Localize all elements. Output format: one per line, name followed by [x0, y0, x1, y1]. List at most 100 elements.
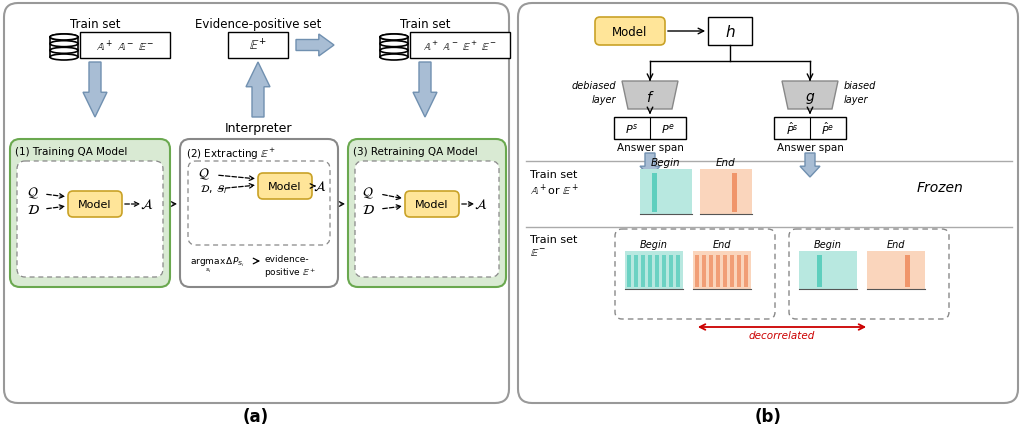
Text: Train set: Train set — [530, 234, 578, 245]
Text: $\mathcal{A}$: $\mathcal{A}$ — [140, 198, 154, 211]
FancyBboxPatch shape — [4, 4, 509, 403]
Bar — [905, 256, 910, 287]
FancyBboxPatch shape — [518, 4, 1018, 403]
Text: End: End — [713, 239, 731, 249]
Text: Train set: Train set — [399, 18, 451, 31]
Text: (a): (a) — [243, 407, 269, 425]
Bar — [652, 173, 657, 213]
Text: $\mathcal{Q}$: $\mathcal{Q}$ — [27, 185, 39, 200]
FancyBboxPatch shape — [615, 230, 775, 319]
Text: $\hat{P}^e$: $\hat{P}^e$ — [821, 121, 835, 137]
Bar — [799, 251, 857, 289]
FancyBboxPatch shape — [180, 140, 338, 287]
FancyBboxPatch shape — [68, 192, 122, 218]
Bar — [737, 256, 741, 287]
Text: Model: Model — [268, 181, 302, 192]
FancyBboxPatch shape — [348, 140, 506, 287]
FancyBboxPatch shape — [406, 192, 459, 218]
Bar — [676, 256, 680, 287]
FancyBboxPatch shape — [10, 140, 170, 287]
Text: $\mathcal{D}$: $\mathcal{D}$ — [27, 202, 40, 216]
Polygon shape — [413, 63, 437, 118]
Text: $P^s$: $P^s$ — [626, 122, 639, 136]
Bar — [702, 256, 706, 287]
Text: $\mathcal{A}$: $\mathcal{A}$ — [474, 198, 487, 211]
Bar — [867, 251, 925, 289]
Text: Answer span: Answer span — [776, 143, 844, 153]
Text: $\mathcal{D}$: $\mathcal{D}$ — [361, 202, 375, 216]
FancyBboxPatch shape — [355, 161, 499, 277]
Text: Model: Model — [612, 26, 648, 38]
Polygon shape — [640, 154, 660, 178]
Bar — [774, 118, 846, 140]
Bar — [817, 256, 822, 287]
Bar — [744, 256, 748, 287]
Bar — [627, 256, 631, 287]
Polygon shape — [622, 82, 678, 110]
Bar — [228, 33, 288, 59]
Text: $\underset{s_i}{\mathrm{argmax}}\,\Delta P_{S_i}$: $\underset{s_i}{\mathrm{argmax}}\,\Delta… — [190, 256, 245, 275]
FancyBboxPatch shape — [258, 173, 312, 199]
Ellipse shape — [380, 35, 408, 41]
Bar — [634, 256, 638, 287]
Polygon shape — [800, 154, 820, 178]
Bar — [80, 33, 170, 59]
Bar — [640, 170, 692, 215]
Text: $\mathcal{D},\ \mathcal{S}_i$: $\mathcal{D},\ \mathcal{S}_i$ — [200, 183, 227, 196]
FancyBboxPatch shape — [790, 230, 949, 319]
Ellipse shape — [380, 55, 408, 61]
Text: decorrelated: decorrelated — [749, 330, 815, 340]
Text: $\mathcal{Q}$: $\mathcal{Q}$ — [362, 185, 374, 200]
Bar — [662, 256, 666, 287]
Bar — [700, 170, 752, 215]
Text: $\mathbb{A}^+\ \mathbb{A}^-\ \mathbb{E}^+\ \mathbb{E}^-$: $\mathbb{A}^+\ \mathbb{A}^-\ \mathbb{E}^… — [423, 39, 497, 52]
Text: Train set: Train set — [70, 18, 120, 31]
Bar — [693, 251, 751, 289]
Bar — [716, 256, 720, 287]
Text: End: End — [716, 158, 736, 167]
Bar — [723, 256, 727, 287]
Text: $\mathbb{E}^+$: $\mathbb{E}^+$ — [249, 38, 267, 54]
Bar — [641, 256, 645, 287]
Text: $\mathbb{E}^-$: $\mathbb{E}^-$ — [530, 248, 547, 259]
Text: Frozen: Frozen — [916, 181, 964, 195]
Text: Begin: Begin — [814, 239, 842, 249]
Text: $\mathbb{A}^+$or $\mathbb{E}^+$: $\mathbb{A}^+$or $\mathbb{E}^+$ — [530, 183, 579, 198]
Bar — [695, 256, 699, 287]
Bar — [730, 256, 734, 287]
Ellipse shape — [50, 55, 78, 61]
Ellipse shape — [50, 35, 78, 41]
Text: Model: Model — [78, 199, 112, 210]
FancyBboxPatch shape — [17, 161, 163, 277]
Text: Begin: Begin — [640, 239, 668, 249]
Text: $\mathcal{Q}$: $\mathcal{Q}$ — [198, 166, 210, 181]
Text: $\mathbb{A}^+\ \mathbb{A}^-\ \mathbb{E}^-$: $\mathbb{A}^+\ \mathbb{A}^-\ \mathbb{E}^… — [96, 38, 155, 54]
Bar — [410, 33, 510, 59]
Text: Evidence-positive set: Evidence-positive set — [195, 18, 322, 31]
Text: $h$: $h$ — [725, 24, 735, 40]
Text: (b): (b) — [755, 407, 781, 425]
Text: Interpreter: Interpreter — [224, 122, 292, 135]
Text: evidence-: evidence- — [264, 254, 308, 263]
Bar — [50, 38, 78, 58]
Text: Model: Model — [416, 199, 449, 210]
Text: debiased
layer: debiased layer — [571, 81, 616, 104]
Polygon shape — [296, 35, 334, 57]
Bar — [655, 256, 659, 287]
Bar — [708, 18, 752, 46]
Polygon shape — [83, 63, 106, 118]
FancyBboxPatch shape — [188, 161, 330, 245]
Bar — [380, 38, 408, 58]
Text: Begin: Begin — [651, 158, 681, 167]
Text: positive $\mathbb{E}^+$: positive $\mathbb{E}^+$ — [264, 265, 315, 279]
Polygon shape — [246, 63, 270, 118]
Text: $\hat{P}^s$: $\hat{P}^s$ — [785, 121, 799, 137]
Text: $\mathcal{A}$: $\mathcal{A}$ — [313, 180, 327, 193]
Text: $P^e$: $P^e$ — [662, 122, 675, 136]
FancyBboxPatch shape — [595, 18, 665, 46]
Text: End: End — [887, 239, 905, 249]
Bar — [709, 256, 713, 287]
Text: (1) Training QA Model: (1) Training QA Model — [15, 147, 127, 157]
Text: $f$: $f$ — [646, 90, 654, 105]
Text: biased
layer: biased layer — [844, 81, 877, 104]
